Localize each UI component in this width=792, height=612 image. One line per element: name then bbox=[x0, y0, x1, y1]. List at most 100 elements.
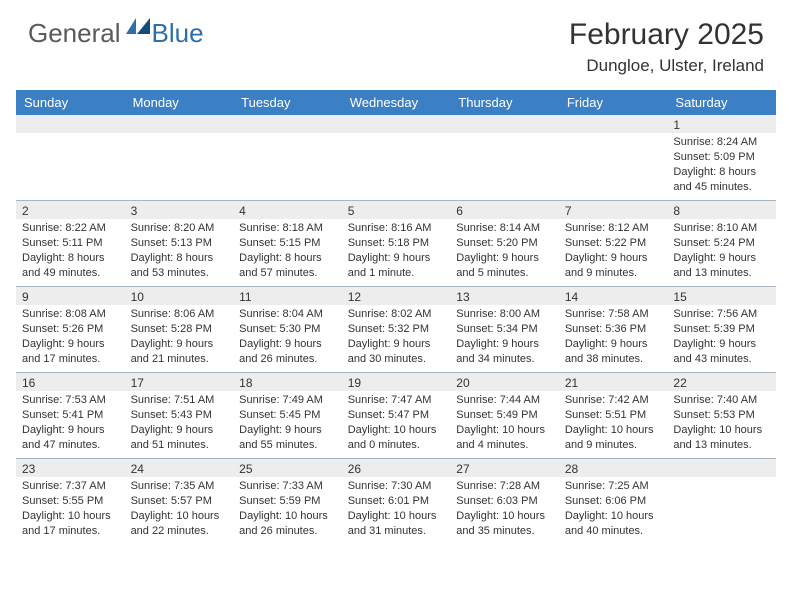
day-cell bbox=[559, 115, 668, 200]
day-number-bar: 23 bbox=[16, 459, 125, 477]
sunrise-text: Sunrise: 7:37 AM bbox=[22, 479, 119, 494]
day-body: Sunrise: 8:06 AMSunset: 5:28 PMDaylight:… bbox=[125, 305, 234, 370]
sunset-text: Sunset: 5:11 PM bbox=[22, 236, 119, 251]
calendar-body: 1Sunrise: 8:24 AMSunset: 5:09 PMDaylight… bbox=[16, 115, 776, 545]
day-number: 10 bbox=[125, 287, 150, 305]
day-number-bar: 10 bbox=[125, 287, 234, 305]
sunset-text: Sunset: 6:03 PM bbox=[456, 494, 553, 509]
day-number-bar: 24 bbox=[125, 459, 234, 477]
sunrise-text: Sunrise: 8:22 AM bbox=[22, 221, 119, 236]
day-cell: 3Sunrise: 8:20 AMSunset: 5:13 PMDaylight… bbox=[125, 201, 234, 286]
sunrise-text: Sunrise: 7:33 AM bbox=[239, 479, 336, 494]
day-cell: 22Sunrise: 7:40 AMSunset: 5:53 PMDayligh… bbox=[667, 373, 776, 458]
sunrise-text: Sunrise: 7:42 AM bbox=[565, 393, 662, 408]
daylight-text: Daylight: 10 hours and 4 minutes. bbox=[456, 423, 553, 453]
daylight-text: Daylight: 8 hours and 53 minutes. bbox=[131, 251, 228, 281]
daylight-text: Daylight: 9 hours and 34 minutes. bbox=[456, 337, 553, 367]
day-number-bar: 2 bbox=[16, 201, 125, 219]
day-number-bar: 12 bbox=[342, 287, 451, 305]
sunset-text: Sunset: 5:15 PM bbox=[239, 236, 336, 251]
daylight-text: Daylight: 10 hours and 13 minutes. bbox=[673, 423, 770, 453]
sunrise-text: Sunrise: 7:58 AM bbox=[565, 307, 662, 322]
sunset-text: Sunset: 5:34 PM bbox=[456, 322, 553, 337]
sunset-text: Sunset: 5:32 PM bbox=[348, 322, 445, 337]
sunset-text: Sunset: 5:18 PM bbox=[348, 236, 445, 251]
daylight-text: Daylight: 9 hours and 55 minutes. bbox=[239, 423, 336, 453]
day-number-bar: 6 bbox=[450, 201, 559, 219]
day-body: Sunrise: 8:16 AMSunset: 5:18 PMDaylight:… bbox=[342, 219, 451, 284]
day-body: Sunrise: 8:12 AMSunset: 5:22 PMDaylight:… bbox=[559, 219, 668, 284]
day-cell: 8Sunrise: 8:10 AMSunset: 5:24 PMDaylight… bbox=[667, 201, 776, 286]
day-cell: 2 Sunrise: 8:22 AMSunset: 5:11 PMDaylight… bbox=[16, 201, 125, 286]
location: Dungloe, Ulster, Ireland bbox=[569, 56, 764, 76]
day-body: Sunrise: 7:28 AMSunset: 6:03 PMDaylight:… bbox=[450, 477, 559, 542]
sunset-text: Sunset: 5:22 PM bbox=[565, 236, 662, 251]
sunrise-text: Sunrise: 7:53 AM bbox=[22, 393, 119, 408]
day-cell: 19Sunrise: 7:47 AMSunset: 5:47 PMDayligh… bbox=[342, 373, 451, 458]
header: General Blue February 2025 Dungloe, Ulst… bbox=[0, 0, 792, 84]
week-row: 9Sunrise: 8:08 AMSunset: 5:26 PMDaylight… bbox=[16, 287, 776, 373]
day-number: 14 bbox=[559, 287, 584, 305]
day-cell: 10Sunrise: 8:06 AMSunset: 5:28 PMDayligh… bbox=[125, 287, 234, 372]
day-cell: 17Sunrise: 7:51 AMSunset: 5:43 PMDayligh… bbox=[125, 373, 234, 458]
sunset-text: Sunset: 5:49 PM bbox=[456, 408, 553, 423]
day-cell: 16Sunrise: 7:53 AMSunset: 5:41 PMDayligh… bbox=[16, 373, 125, 458]
day-number-bar: 21 bbox=[559, 373, 668, 391]
month-title: February 2025 bbox=[569, 18, 764, 52]
sunset-text: Sunset: 6:06 PM bbox=[565, 494, 662, 509]
daylight-text: Daylight: 10 hours and 17 minutes. bbox=[22, 509, 119, 539]
day-number: 11 bbox=[233, 287, 257, 305]
sunset-text: Sunset: 5:36 PM bbox=[565, 322, 662, 337]
logo-text-general: General bbox=[28, 18, 121, 49]
daylight-text: Daylight: 9 hours and 26 minutes. bbox=[239, 337, 336, 367]
sunrise-text: Sunrise: 8:02 AM bbox=[348, 307, 445, 322]
sunset-text: Sunset: 5:41 PM bbox=[22, 408, 119, 423]
day-number: 21 bbox=[559, 373, 584, 391]
day-body: Sunrise: 7:49 AMSunset: 5:45 PMDaylight:… bbox=[233, 391, 342, 456]
day-number-bar: 9 bbox=[16, 287, 125, 305]
sunrise-text: Sunrise: 8:16 AM bbox=[348, 221, 445, 236]
weekday-header: Wednesday bbox=[342, 90, 451, 115]
day-number: 20 bbox=[450, 373, 475, 391]
day-cell: 15Sunrise: 7:56 AMSunset: 5:39 PMDayligh… bbox=[667, 287, 776, 372]
daylight-text: Daylight: 10 hours and 26 minutes. bbox=[239, 509, 336, 539]
day-cell: 14Sunrise: 7:58 AMSunset: 5:36 PMDayligh… bbox=[559, 287, 668, 372]
day-number: 16 bbox=[16, 373, 41, 391]
day-number-bar: 18 bbox=[233, 373, 342, 391]
day-body: Sunrise: 7:56 AMSunset: 5:39 PMDaylight:… bbox=[667, 305, 776, 370]
weekday-header: Thursday bbox=[450, 90, 559, 115]
day-body: Sunrise: 7:30 AMSunset: 6:01 PMDaylight:… bbox=[342, 477, 451, 542]
day-number-bar: 27 bbox=[450, 459, 559, 477]
daylight-text: Daylight: 10 hours and 40 minutes. bbox=[565, 509, 662, 539]
day-body: Sunrise: 8:10 AMSunset: 5:24 PMDaylight:… bbox=[667, 219, 776, 284]
sunset-text: Sunset: 5:47 PM bbox=[348, 408, 445, 423]
day-cell: 1Sunrise: 8:24 AMSunset: 5:09 PMDaylight… bbox=[667, 115, 776, 200]
day-number: 5 bbox=[342, 201, 361, 219]
sunrise-text: Sunrise: 8:14 AM bbox=[456, 221, 553, 236]
daylight-text: Daylight: 9 hours and 17 minutes. bbox=[22, 337, 119, 367]
daylight-text: Daylight: 9 hours and 1 minute. bbox=[348, 251, 445, 281]
day-body: Sunrise: 7:58 AMSunset: 5:36 PMDaylight:… bbox=[559, 305, 668, 370]
daylight-text: Daylight: 9 hours and 30 minutes. bbox=[348, 337, 445, 367]
day-number-bar: 1 bbox=[667, 115, 776, 133]
daylight-text: Daylight: 8 hours and 49 minutes. bbox=[22, 251, 119, 281]
week-row: 23Sunrise: 7:37 AMSunset: 5:55 PMDayligh… bbox=[16, 459, 776, 545]
sunrise-text: Sunrise: 8:20 AM bbox=[131, 221, 228, 236]
day-body: Sunrise: 8:04 AMSunset: 5:30 PMDaylight:… bbox=[233, 305, 342, 370]
day-number: 17 bbox=[125, 373, 150, 391]
sunrise-text: Sunrise: 7:56 AM bbox=[673, 307, 770, 322]
day-number: 12 bbox=[342, 287, 367, 305]
sunset-text: Sunset: 5:30 PM bbox=[239, 322, 336, 337]
day-number: 23 bbox=[16, 459, 41, 477]
day-body: Sunrise: 7:35 AMSunset: 5:57 PMDaylight:… bbox=[125, 477, 234, 542]
day-body: Sunrise: 7:53 AMSunset: 5:41 PMDaylight:… bbox=[16, 391, 125, 456]
day-number-bar: 16 bbox=[16, 373, 125, 391]
daylight-text: Daylight: 9 hours and 38 minutes. bbox=[565, 337, 662, 367]
daylight-text: Daylight: 9 hours and 47 minutes. bbox=[22, 423, 119, 453]
day-number-bar bbox=[233, 115, 342, 133]
day-body: Sunrise: 8:14 AMSunset: 5:20 PMDaylight:… bbox=[450, 219, 559, 284]
day-cell: 26Sunrise: 7:30 AMSunset: 6:01 PMDayligh… bbox=[342, 459, 451, 545]
day-number-bar: 11 bbox=[233, 287, 342, 305]
sunrise-text: Sunrise: 8:04 AM bbox=[239, 307, 336, 322]
daylight-text: Daylight: 8 hours and 45 minutes. bbox=[673, 165, 770, 195]
